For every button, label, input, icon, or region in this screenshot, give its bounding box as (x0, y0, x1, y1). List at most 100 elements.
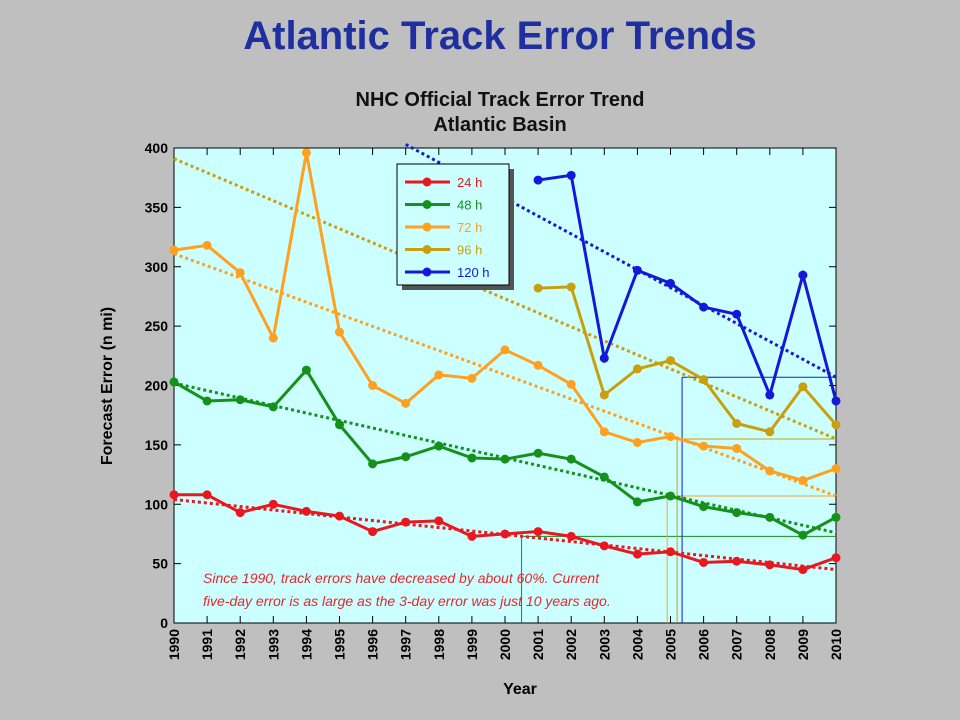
data-point (566, 531, 576, 541)
data-point (732, 508, 742, 518)
data-point (765, 466, 775, 476)
y-tick-label: 400 (145, 140, 169, 156)
data-point (268, 333, 278, 343)
data-point (732, 556, 742, 566)
annotation-line-2: five-day error is as large as the 3-day … (203, 593, 611, 609)
data-point (666, 278, 675, 288)
data-point (533, 283, 543, 293)
data-point (798, 382, 808, 392)
data-point (368, 527, 378, 537)
legend-label: 24 h (457, 175, 482, 190)
annotation-line-1: Since 1990, track errors have decreased … (203, 570, 600, 586)
data-point (732, 309, 742, 319)
data-point (467, 453, 477, 463)
data-point (831, 553, 841, 563)
y-tick-label: 250 (145, 318, 169, 334)
x-tick-label: 2009 (795, 629, 811, 660)
data-point (798, 270, 808, 280)
data-point (301, 148, 311, 158)
x-tick-label: 2006 (696, 629, 712, 660)
x-tick-label: 1998 (431, 629, 447, 660)
data-point (765, 560, 775, 570)
x-tick-label: 2010 (828, 629, 844, 660)
data-point (434, 516, 444, 526)
series-line-120h (537, 173, 838, 402)
data-point (335, 511, 344, 521)
legend: 24 h 48 h 72 h 96 h 120 h (396, 163, 514, 290)
data-point (798, 476, 808, 485)
y-tick-label: 50 (152, 556, 168, 572)
data-point (566, 454, 576, 464)
x-tick-label: 1996 (365, 629, 381, 660)
chart-subtitle: Atlantic Basin (433, 114, 566, 136)
data-point (699, 557, 709, 567)
data-point (632, 497, 642, 507)
data-point (732, 443, 742, 453)
x-tick-label: 1990 (166, 629, 182, 660)
legend-label: 72 h (457, 220, 482, 235)
data-point (765, 427, 775, 437)
data-point (401, 517, 411, 527)
data-point (831, 396, 841, 406)
x-tick-label: 1992 (232, 629, 248, 660)
x-tick-label: 1995 (332, 629, 348, 660)
data-point (235, 268, 245, 278)
data-point (632, 265, 642, 275)
data-point (335, 420, 344, 430)
legend-label: 120 h (457, 265, 490, 280)
data-point (235, 508, 245, 518)
data-point (169, 245, 179, 255)
data-point (831, 512, 841, 522)
data-point (268, 499, 278, 509)
data-point (599, 353, 609, 363)
data-point (401, 398, 411, 408)
data-point (666, 491, 675, 501)
data-point (401, 452, 411, 462)
data-point (599, 427, 609, 437)
data-point (301, 365, 311, 375)
y-tick-label: 100 (145, 496, 169, 512)
legend-swatch-marker (422, 200, 432, 209)
x-tick-label: 1997 (398, 629, 414, 660)
data-point (599, 390, 609, 400)
x-tick-label: 2000 (497, 629, 513, 660)
x-tick-label: 2003 (596, 629, 612, 660)
data-point (533, 175, 543, 185)
data-point (301, 506, 311, 516)
data-point (798, 530, 808, 540)
legend-box (396, 163, 510, 286)
data-point (666, 356, 675, 366)
data-point (500, 454, 510, 464)
data-point (368, 381, 378, 390)
data-point (202, 396, 212, 406)
legend-swatch-marker (422, 267, 432, 277)
data-point (765, 390, 775, 400)
data-point (699, 502, 709, 512)
data-point (765, 512, 775, 522)
data-point (632, 364, 642, 374)
data-point (566, 282, 576, 292)
x-tick-label: 2004 (629, 629, 645, 660)
data-point (467, 531, 477, 541)
data-point (235, 395, 245, 405)
legend-swatch-marker (422, 177, 432, 187)
legend-swatch-marker (422, 245, 432, 254)
y-tick-label: 150 (145, 437, 169, 453)
data-point (632, 438, 642, 447)
data-point (831, 464, 841, 474)
y-tick-label: 200 (145, 378, 169, 394)
data-point (699, 302, 709, 312)
data-point (434, 370, 444, 380)
slide-title: Atlantic Track Error Trends (243, 14, 757, 58)
data-point (732, 419, 742, 428)
data-point (599, 541, 609, 551)
y-tick-label: 300 (145, 259, 169, 275)
x-axis: 1990 1991 1992 1993 1994 1995 1996 1997 1998 1999… (166, 148, 844, 660)
data-point (533, 360, 543, 370)
data-point (831, 420, 841, 430)
y-axis-label: Forecast Error (n mi) (99, 307, 116, 465)
data-point (335, 327, 344, 337)
x-tick-label: 1991 (199, 629, 215, 660)
data-point (632, 549, 642, 559)
